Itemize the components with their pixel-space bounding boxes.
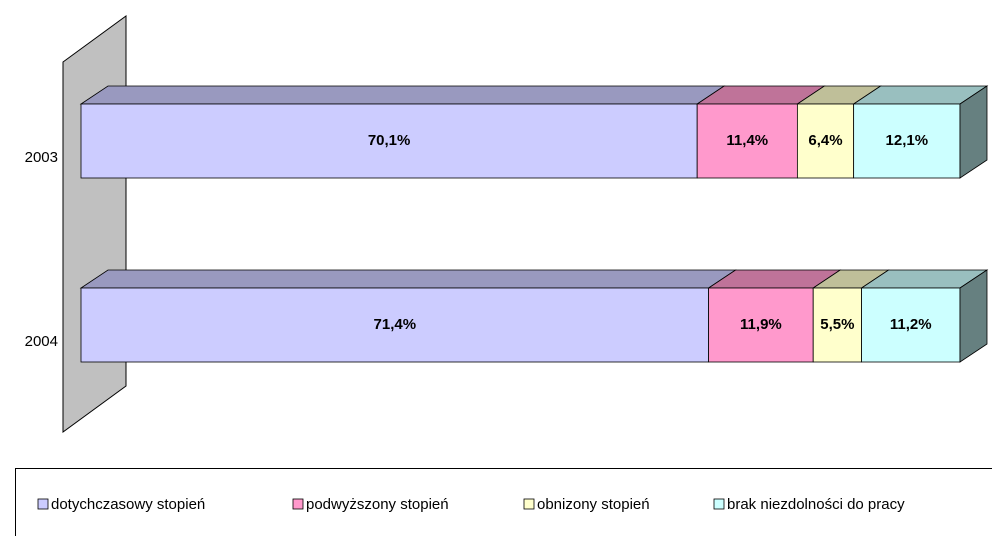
legend-swatch xyxy=(37,498,49,510)
bar xyxy=(708,287,814,363)
bar-side xyxy=(959,85,988,179)
data-label: 11,4% xyxy=(726,132,768,149)
legend xyxy=(15,468,992,536)
wall xyxy=(62,15,127,433)
bar xyxy=(696,103,798,179)
data-label: 6,4% xyxy=(808,132,842,149)
legend-swatch xyxy=(713,498,725,510)
bar xyxy=(861,287,961,363)
y-tick-label: 2003 xyxy=(25,149,58,166)
bar xyxy=(80,103,698,179)
bar-side xyxy=(959,269,988,363)
data-label: 70,1% xyxy=(368,132,411,149)
bar xyxy=(853,103,961,179)
legend-label: dotychczasowy stopień xyxy=(51,496,205,513)
data-label: 11,2% xyxy=(890,316,932,333)
bar xyxy=(812,287,862,363)
bar-top xyxy=(79,269,737,289)
bar-top xyxy=(79,85,726,105)
bar xyxy=(796,103,855,179)
legend-swatch xyxy=(523,498,535,510)
legend-swatch xyxy=(292,498,304,510)
y-tick-label: 2004 xyxy=(25,333,58,350)
bar xyxy=(80,287,710,363)
legend-label: brak niezdolności do pracy xyxy=(727,496,905,513)
data-label: 71,4% xyxy=(374,316,417,333)
data-label: 12,1% xyxy=(886,132,929,149)
data-label: 11,9% xyxy=(740,316,782,333)
legend-label: podwyższony stopień xyxy=(306,496,449,513)
data-label: 5,5% xyxy=(820,316,854,333)
legend-label: obnizony stopień xyxy=(537,496,650,513)
